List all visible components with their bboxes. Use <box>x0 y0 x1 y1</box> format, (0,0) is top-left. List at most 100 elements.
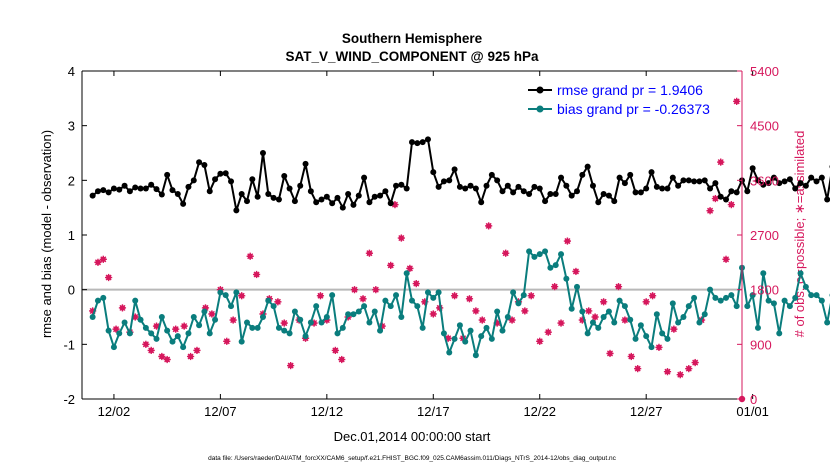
bias-point <box>419 324 426 331</box>
bias-point <box>137 316 144 323</box>
rmse-point <box>238 191 245 197</box>
bias-point <box>462 338 469 345</box>
obs-marker-stroke <box>677 371 684 378</box>
rmse-point <box>318 196 325 203</box>
rmse-point <box>334 194 341 201</box>
bias-point <box>749 292 756 299</box>
bias-point <box>515 300 522 307</box>
rmse-point <box>627 171 634 178</box>
bias-point <box>659 330 666 337</box>
rmse-point <box>526 191 533 197</box>
bias-point <box>100 294 107 301</box>
rmse-point <box>345 191 352 197</box>
rmse-point <box>584 163 591 170</box>
rmse-point <box>648 169 655 176</box>
obs-marker-stroke <box>287 362 294 369</box>
rmse-point <box>414 140 421 147</box>
obs-marker <box>648 292 657 300</box>
obs-marker-stroke <box>722 256 730 263</box>
rmse-point <box>707 185 714 192</box>
bias-point <box>675 319 682 326</box>
rmse-point <box>393 182 400 189</box>
rmse-point <box>403 185 410 192</box>
rmse-point <box>121 182 128 189</box>
x-tick-label: 01/01 <box>736 404 769 419</box>
obs-marker-stroke <box>600 298 607 305</box>
rmse-point <box>233 207 240 214</box>
rmse-point <box>467 182 474 189</box>
obs-marker-stroke <box>572 268 579 275</box>
rmse-point <box>148 181 155 188</box>
bias-point <box>802 283 809 290</box>
rmse-point <box>754 177 761 184</box>
rmse-point <box>547 191 554 197</box>
bias-point <box>563 275 570 282</box>
obs-marker-stroke <box>413 280 420 287</box>
bias-point <box>361 303 368 310</box>
bias-point <box>105 327 112 334</box>
obs-marker-stroke <box>338 356 345 363</box>
bias-point <box>169 338 176 345</box>
obs-marker <box>685 365 693 373</box>
bias-point <box>520 292 527 299</box>
rmse-point <box>190 177 197 184</box>
obs-marker-stroke <box>643 298 650 305</box>
rmse-point <box>196 159 203 166</box>
obs-marker <box>331 346 339 355</box>
rmse-point <box>520 188 527 195</box>
obs-marker <box>670 325 678 333</box>
obs-marker <box>193 346 201 355</box>
bias-point <box>297 316 304 323</box>
rmse-point <box>339 204 346 211</box>
rmse-point <box>387 200 394 207</box>
rmse-point <box>558 174 565 181</box>
bias-point <box>579 308 586 315</box>
bias-point <box>116 330 123 337</box>
rmse-point <box>105 189 112 196</box>
obs-marker-stroke <box>707 207 714 214</box>
rmse-point <box>435 183 442 190</box>
obs-marker <box>172 325 180 333</box>
rmse-point <box>696 178 703 185</box>
obs-marker <box>472 307 480 315</box>
rmse-point <box>382 188 389 195</box>
rmse-point <box>371 193 378 200</box>
obs-marker-stroke <box>664 368 671 375</box>
obs-marker-stroke <box>164 356 171 363</box>
y-left-tick-label: 2 <box>68 173 75 188</box>
bias-point <box>180 344 187 351</box>
rmse-point <box>691 178 698 185</box>
rmse-point <box>643 185 650 192</box>
bias-point <box>435 289 442 296</box>
bias-point <box>813 292 820 299</box>
rmse-point <box>323 193 330 200</box>
obs-marker <box>485 222 493 230</box>
y-left-tick-label: 3 <box>68 119 75 134</box>
bias-point <box>765 297 772 304</box>
rmse-point <box>361 174 368 181</box>
rmse-point <box>765 180 772 187</box>
bias-point <box>467 327 474 334</box>
rmse-point <box>568 192 575 199</box>
obs-marker-stroke <box>274 298 281 305</box>
obs-marker <box>223 337 231 345</box>
rmse-point <box>813 178 820 185</box>
rmse-point <box>494 177 501 184</box>
bias-point <box>494 308 501 315</box>
obs-marker-stroke <box>372 286 379 293</box>
bias-point <box>701 311 708 318</box>
bias-point <box>653 311 660 318</box>
obs-marker <box>287 361 295 370</box>
bias-point <box>568 305 575 312</box>
bias-point <box>680 314 687 320</box>
bias-point <box>627 316 634 323</box>
obs-marker <box>350 286 359 294</box>
rmse-point <box>776 180 783 187</box>
rmse-point <box>398 181 405 188</box>
obs-marker <box>397 234 405 242</box>
obs-marker <box>544 328 552 336</box>
obs-marker <box>406 264 414 273</box>
rmse-point <box>659 185 666 192</box>
rmse-point <box>483 182 490 189</box>
obs-marker-stroke <box>451 292 458 299</box>
